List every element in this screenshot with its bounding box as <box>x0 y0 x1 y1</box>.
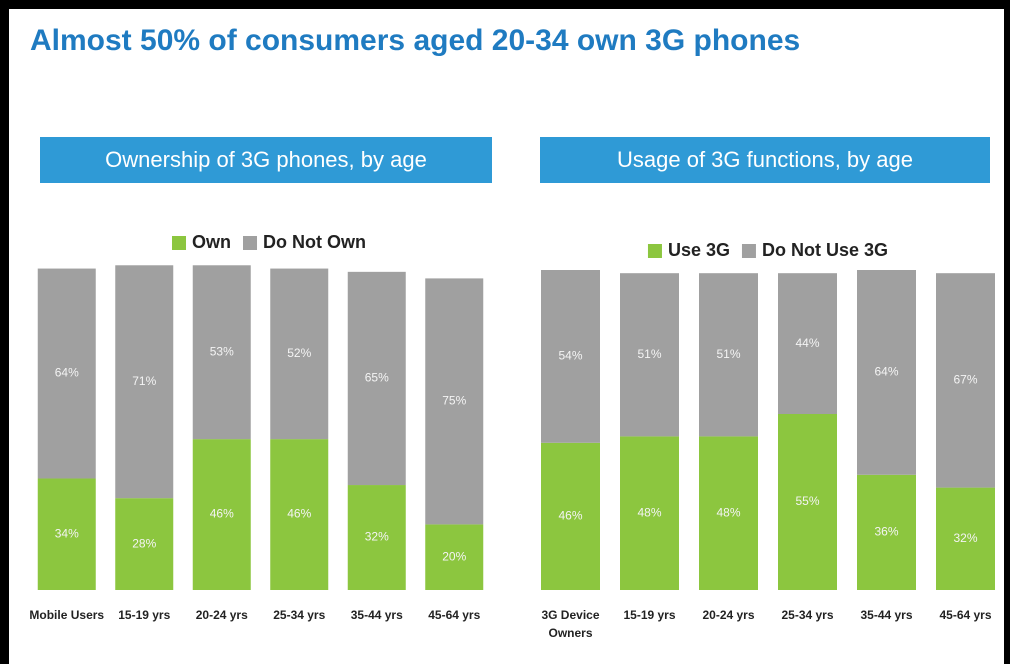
value-label: 46% <box>287 507 311 521</box>
bar-segment <box>115 265 174 499</box>
legend-swatch <box>172 235 187 250</box>
x-tick-label: 3G Device Owners <box>541 608 600 640</box>
value-label: 52% <box>287 346 311 360</box>
bar-segment <box>541 270 600 443</box>
chart-title: Usage of 3G functions, by age <box>617 147 913 172</box>
x-tick-label: 35-44 yrs <box>860 608 913 622</box>
page-title: Almost 50% of consumers aged 20-34 own 3… <box>30 24 801 57</box>
x-tick-label: 35-44 yrs <box>350 608 403 622</box>
value-label: 32% <box>953 531 977 545</box>
value-label: 48% <box>637 505 661 519</box>
x-tick-label: Mobile Users <box>29 608 105 622</box>
bar-segment <box>192 265 251 440</box>
bar-segment <box>347 485 406 590</box>
legend-label: Use 3G <box>667 240 731 260</box>
bar-segment <box>936 487 995 590</box>
value-label: 55% <box>795 494 819 508</box>
bar-segment <box>192 439 251 590</box>
value-label: 20% <box>442 549 466 563</box>
bar-segment <box>857 270 916 475</box>
bar-segment <box>778 414 837 590</box>
banner <box>40 137 492 183</box>
bar-segment <box>270 439 329 590</box>
value-label: 65% <box>365 371 389 385</box>
x-tick-label: 25-34 yrs <box>781 608 834 622</box>
x-tick-label: 20-24 yrs <box>195 608 248 622</box>
bar-segment <box>425 524 484 590</box>
legend: Own Do Not Own <box>166 232 366 253</box>
value-label: 34% <box>55 526 79 540</box>
bar-segment <box>620 436 679 590</box>
legend-label: Do Not Own <box>263 232 366 252</box>
value-label: 48% <box>716 505 740 519</box>
value-label: 53% <box>210 344 234 358</box>
value-label: 64% <box>55 366 79 380</box>
legend-label: Do Not Use 3G <box>762 240 889 260</box>
value-label: 44% <box>795 336 819 350</box>
x-tick-label: 45-64 yrs <box>428 608 481 622</box>
x-tick-label: 45-64 yrs <box>939 608 992 622</box>
value-label: 71% <box>132 374 156 388</box>
bar-segment <box>857 474 916 590</box>
value-label: 75% <box>442 394 466 408</box>
bar-segment <box>37 268 96 479</box>
bar-segment <box>936 273 995 488</box>
legend-swatch <box>742 243 757 258</box>
legend-label: Own <box>192 232 232 252</box>
bar-segment <box>115 498 174 590</box>
bar-segment <box>541 442 600 590</box>
x-tick-label: 20-24 yrs <box>702 608 755 622</box>
legend: Use 3G Do Not Use 3G <box>642 240 888 261</box>
legend-swatch <box>243 235 258 250</box>
bar-segment <box>37 478 96 590</box>
bar-segment <box>620 273 679 437</box>
value-label: 51% <box>716 347 740 361</box>
value-label: 32% <box>365 530 389 544</box>
bar-segment <box>778 273 837 414</box>
value-label: 67% <box>953 373 977 387</box>
bar-segment <box>699 273 758 437</box>
bar-segment <box>347 271 406 486</box>
value-label: 51% <box>637 347 661 361</box>
banner <box>540 137 990 183</box>
value-label: 54% <box>558 349 582 363</box>
chart-title: Ownership of 3G phones, by age <box>105 147 427 172</box>
bar-segment <box>425 278 484 525</box>
value-label: 36% <box>874 525 898 539</box>
value-label: 46% <box>210 507 234 521</box>
value-label: 46% <box>558 509 582 523</box>
x-tick-label: 25-34 yrs <box>273 608 326 622</box>
bar-segment <box>699 436 758 590</box>
x-tick-label: 15-19 yrs <box>623 608 676 622</box>
x-tick-label: 15-19 yrs <box>118 608 171 622</box>
legend-swatch <box>647 243 662 258</box>
value-label: 28% <box>132 536 156 550</box>
value-label: 64% <box>874 365 898 379</box>
bar-segment <box>270 268 329 440</box>
